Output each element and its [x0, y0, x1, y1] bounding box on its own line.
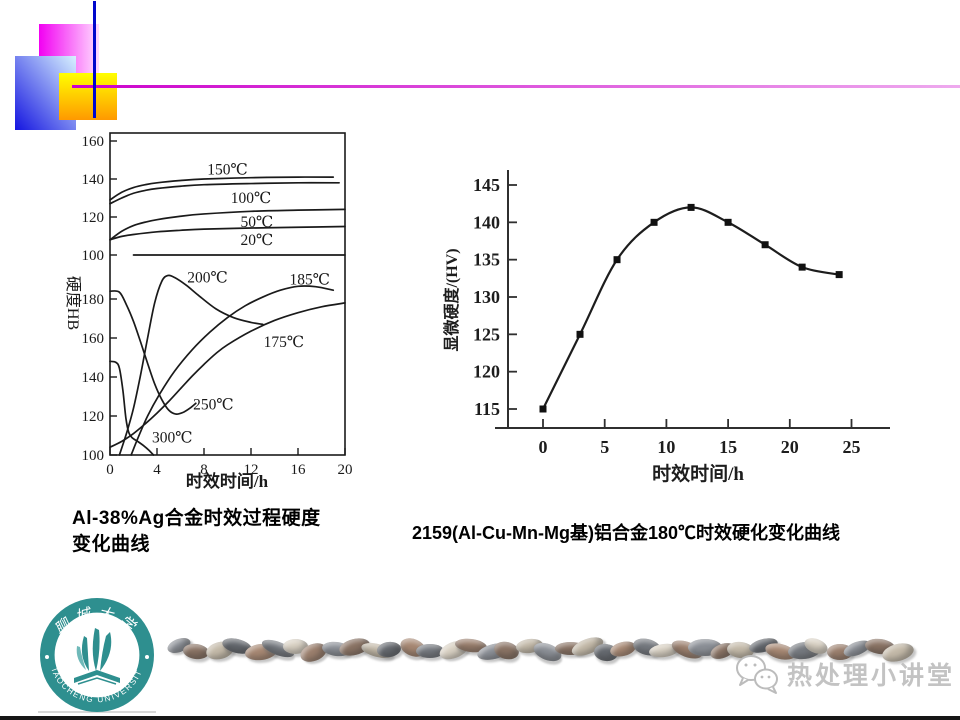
svg-text:25: 25 — [843, 437, 861, 457]
svg-text:135: 135 — [473, 250, 500, 270]
curve-250℃ — [109, 290, 197, 415]
svg-text:20: 20 — [338, 462, 353, 478]
horizontal-accent-line — [72, 85, 960, 88]
svg-text:180: 180 — [82, 292, 105, 308]
right-aging-chart-figure: 145 140 135 130 125 120 115 0 5 10 15 20 25 时效时间/h 显微硬… — [440, 160, 900, 510]
curve-label-185℃: 185℃ — [289, 272, 330, 289]
bottom-border — [0, 716, 960, 720]
wechat-icon — [736, 655, 778, 694]
svg-text:4: 4 — [153, 462, 161, 478]
svg-text:140: 140 — [473, 212, 500, 232]
pebble — [376, 640, 403, 658]
svg-text:115: 115 — [474, 399, 500, 419]
svg-text:5: 5 — [600, 437, 609, 457]
svg-text:时效时间/h: 时效时间/h — [652, 462, 744, 485]
curve-50℃ — [109, 208, 346, 241]
left-aging-chart-figure: 160 140 120 100 180 160 140 120 100 0 4 8 12 16 20 150℃… — [55, 125, 360, 505]
curve-label-250℃: 250℃ — [193, 396, 234, 413]
curve-label-150℃: 150℃ — [207, 162, 248, 179]
left-caption-line1: Al-38%Ag合金时效过程硬度 — [72, 508, 321, 529]
curve-200℃ — [118, 274, 264, 456]
svg-text:140: 140 — [82, 172, 105, 188]
curve-label-175℃: 175℃ — [264, 334, 305, 351]
svg-text:8: 8 — [200, 462, 208, 478]
curve-150℃ — [109, 176, 335, 201]
left-caption-line2: 变化曲线 — [72, 533, 151, 555]
svg-text:16: 16 — [291, 462, 307, 478]
svg-text:100: 100 — [82, 248, 105, 264]
curve-label-300℃: 300℃ — [152, 429, 193, 446]
hardness-curve — [542, 206, 840, 410]
svg-text:160: 160 — [82, 331, 105, 347]
curve-label-200℃: 200℃ — [187, 270, 228, 287]
svg-text:硬度HB: 硬度HB — [64, 276, 82, 330]
curve-label-50℃: 50℃ — [240, 214, 273, 231]
svg-text:100: 100 — [82, 448, 105, 464]
svg-text:12: 12 — [244, 462, 259, 478]
watermark-text: 热处理小讲堂 — [787, 662, 956, 690]
logo-emblem — [74, 628, 120, 685]
right-aging-chart: 145 140 135 130 125 120 115 0 5 10 15 20 25 时效时间/h 显微硬… — [442, 170, 890, 485]
svg-text:130: 130 — [473, 287, 500, 307]
curve-label-20℃: 20℃ — [240, 232, 273, 249]
svg-text:140: 140 — [82, 370, 105, 386]
svg-text:120: 120 — [473, 362, 500, 382]
svg-text:160: 160 — [82, 134, 105, 150]
pebble-divider — [165, 633, 916, 666]
svg-text:125: 125 — [473, 324, 500, 344]
vertical-accent-line — [93, 1, 96, 118]
curve-175℃ — [109, 302, 346, 449]
logo-right-dot — [145, 655, 149, 659]
svg-text:120: 120 — [82, 409, 105, 425]
svg-text:120: 120 — [82, 210, 105, 226]
svg-text:10: 10 — [657, 437, 675, 457]
curve-300℃ — [109, 360, 155, 456]
logo-left-dot — [45, 655, 49, 659]
svg-text:15: 15 — [719, 437, 737, 457]
svg-text:时效时间/h: 时效时间/h — [186, 471, 269, 491]
right-chart-caption: 2159(Al-Cu-Mn-Mg基)铝合金180℃时效硬化变化曲线 — [412, 523, 841, 543]
curve-100℃ — [109, 181, 340, 205]
svg-text:0: 0 — [539, 437, 548, 457]
watermark: 热处理小讲堂 — [733, 651, 955, 697]
svg-text:0: 0 — [106, 462, 114, 478]
svg-text:145: 145 — [473, 175, 500, 195]
svg-text:20: 20 — [781, 437, 799, 457]
yellow-gradient-square — [59, 73, 117, 120]
curve-label-100℃: 100℃ — [231, 190, 272, 207]
pebble — [416, 644, 445, 658]
university-logo: 聊城大学 LIAOCHENG UNIVERSITY — [28, 594, 154, 712]
svg-text:显微硬度/(HV): 显微硬度/(HV) — [442, 248, 461, 351]
left-chart-caption: Al-38%Ag合金时效过程硬度 变化曲线 — [72, 506, 382, 557]
curve-185℃ — [130, 285, 335, 456]
curve-20℃ — [109, 225, 346, 241]
